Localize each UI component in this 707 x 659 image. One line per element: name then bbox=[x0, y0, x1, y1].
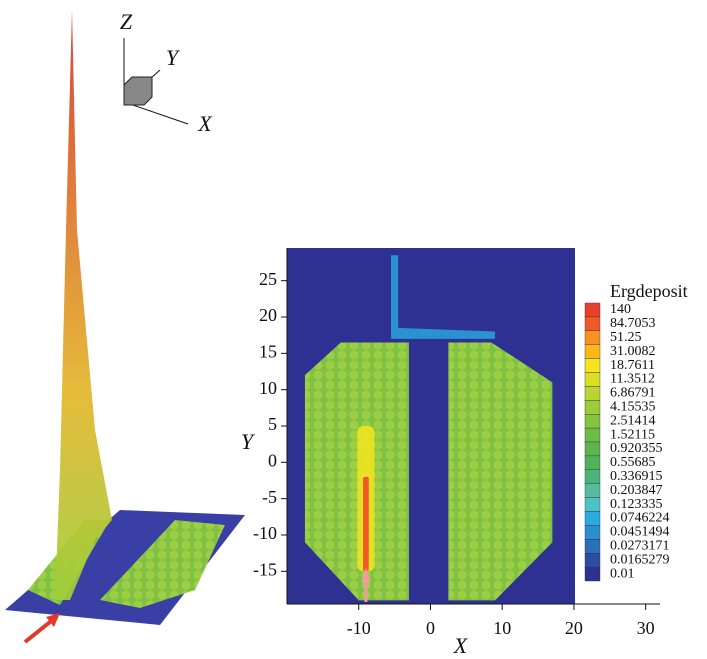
colorbar-swatch bbox=[584, 469, 601, 484]
colorbar-swatch bbox=[584, 483, 601, 498]
colorbar-swatch bbox=[584, 302, 601, 318]
colorbar-swatch bbox=[584, 511, 601, 526]
y-tick-label: 25 bbox=[259, 269, 277, 289]
colorbar-label: 2.51414 bbox=[610, 413, 656, 428]
y-tick-label: -10 bbox=[253, 523, 277, 543]
x-tick-label: 20 bbox=[565, 618, 583, 638]
x-tick-label: 30 bbox=[637, 618, 655, 638]
colorbar-swatch bbox=[584, 330, 601, 345]
colorbar-swatch bbox=[584, 344, 601, 359]
y-tick-label: 15 bbox=[259, 341, 277, 361]
y-tick-label: -15 bbox=[253, 559, 277, 579]
surface-view: Z Y X bbox=[5, 9, 245, 644]
colorbar-swatch bbox=[584, 316, 601, 331]
colorbar-swatch bbox=[584, 372, 601, 387]
colorbar-swatch bbox=[584, 566, 601, 582]
z-label: Z bbox=[120, 9, 133, 34]
colorbar-label: 140 bbox=[610, 302, 631, 317]
detector-right bbox=[100, 520, 225, 608]
y-axis-label: Y bbox=[241, 429, 256, 454]
colorbar-swatch bbox=[584, 427, 601, 443]
colorbar-swatch bbox=[584, 539, 601, 554]
colorbar-swatch bbox=[584, 497, 601, 512]
colorbar-label: 18.7611 bbox=[610, 358, 655, 373]
energy-spike bbox=[55, 10, 112, 600]
y-tick-label: 20 bbox=[259, 305, 277, 325]
x-tick-label: 0 bbox=[426, 618, 435, 638]
colorbar-label: 51.25 bbox=[610, 330, 642, 345]
beam-arrow-head bbox=[360, 567, 371, 583]
colorbar-label: 0.203847 bbox=[610, 483, 663, 498]
colorbar-swatch bbox=[584, 441, 601, 457]
colorbar-title: Ergdeposit bbox=[610, 281, 688, 301]
x-axis-label: X bbox=[453, 633, 469, 658]
colorbar-label: 0.0165279 bbox=[610, 552, 670, 567]
colorbar-label: 11.3512 bbox=[610, 372, 655, 387]
colorbar-label: 0.55685 bbox=[610, 455, 656, 470]
colorbar-label: 0.920355 bbox=[610, 441, 663, 456]
shower-peak bbox=[363, 476, 369, 572]
beam-arrow-head bbox=[46, 613, 60, 627]
colorbar-label: 0.01 bbox=[610, 566, 635, 581]
colorbar-label: 1.52115 bbox=[610, 427, 655, 442]
colorbar-label: 31.0082 bbox=[610, 344, 656, 359]
colorbar-label: 0.123335 bbox=[610, 497, 663, 512]
colorbar-swatch bbox=[584, 455, 601, 470]
colorbar-swatch bbox=[584, 414, 601, 429]
y-tick-label: -5 bbox=[262, 487, 277, 507]
left-detector bbox=[304, 342, 409, 601]
upper-region bbox=[391, 255, 496, 339]
x-label-3d: X bbox=[197, 111, 213, 136]
colorbar-label: 0.0746224 bbox=[610, 511, 670, 526]
colorbar-label: 84.7053 bbox=[610, 316, 656, 331]
colorbar-swatch bbox=[584, 525, 601, 540]
y-tick-label: 5 bbox=[268, 414, 277, 434]
y-tick-label: 10 bbox=[259, 378, 277, 398]
colorbar-swatch bbox=[584, 358, 601, 373]
right-detector bbox=[448, 342, 553, 601]
x-tick-label: 10 bbox=[493, 618, 511, 638]
y-tick-label: 0 bbox=[268, 450, 277, 470]
colorbar-label: 0.336915 bbox=[610, 469, 663, 484]
colorbar-swatch bbox=[584, 386, 601, 401]
x-tick-label: -10 bbox=[347, 618, 371, 638]
colorbar-swatch bbox=[584, 400, 601, 415]
colorbar-label: 0.0451494 bbox=[610, 525, 670, 540]
colorbar-label: 0.0273171 bbox=[610, 538, 670, 553]
axis-x bbox=[123, 101, 189, 125]
colorbar-swatch bbox=[584, 553, 601, 568]
y-label-3d: Y bbox=[166, 45, 181, 70]
colorbar-label: 4.15535 bbox=[610, 399, 656, 414]
cube bbox=[123, 76, 153, 106]
colorbar-label: 6.86791 bbox=[610, 386, 656, 401]
